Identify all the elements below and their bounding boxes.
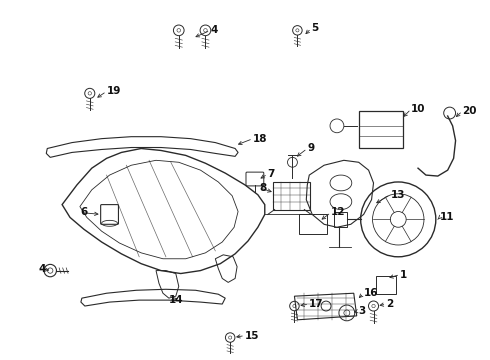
- Text: 17: 17: [309, 299, 324, 309]
- Text: 4: 4: [210, 25, 218, 35]
- Text: 5: 5: [311, 23, 318, 33]
- Text: 13: 13: [391, 190, 405, 200]
- Text: 4: 4: [38, 264, 46, 274]
- Text: 2: 2: [387, 299, 393, 309]
- Text: 19: 19: [107, 86, 121, 96]
- Text: 16: 16: [364, 288, 378, 298]
- Text: 7: 7: [268, 169, 275, 179]
- Text: 1: 1: [400, 270, 408, 279]
- Text: 10: 10: [411, 104, 426, 114]
- Text: 12: 12: [331, 207, 345, 217]
- Text: 18: 18: [253, 134, 268, 144]
- Text: 15: 15: [245, 330, 260, 341]
- Text: 11: 11: [440, 212, 454, 222]
- Text: 9: 9: [307, 144, 315, 153]
- Text: 14: 14: [169, 295, 183, 305]
- Text: 8: 8: [260, 183, 267, 193]
- Text: 3: 3: [359, 306, 366, 316]
- Text: 20: 20: [463, 106, 477, 116]
- Text: 6: 6: [80, 207, 87, 217]
